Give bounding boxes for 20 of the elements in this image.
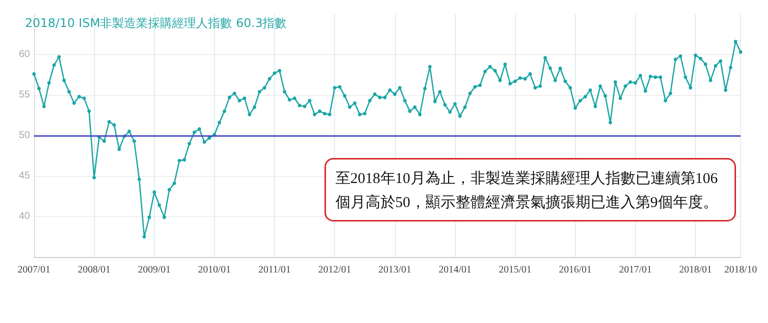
y-tick-label: 60 (18, 49, 30, 60)
x-tick-label: 2011/01 (258, 264, 291, 276)
x-tick-label: 2018/10 (724, 264, 757, 276)
x-tick-label: 2010/01 (198, 264, 231, 276)
y-tick-label: 40 (18, 211, 30, 222)
x-tick-label: 2013/01 (378, 264, 412, 276)
x-tick-label: 2008/01 (78, 264, 111, 276)
x-tick-label: 2016/01 (558, 264, 592, 276)
chart-title: 2018/10 ISM非製造業採購經理人指數 60.3指數 (25, 16, 287, 30)
x-tick-label: 2015/01 (498, 264, 532, 276)
x-tick-label: 2012/01 (318, 264, 352, 276)
y-tick-label: 45 (18, 170, 30, 182)
x-tick-label: 2018/01 (679, 264, 712, 276)
annotation: 至2018年10月為止，非製造業採購經理人指數已連續第106 個月高於50，顯示整體經濟景氣擴張期已進入第9個年度。 (335, 170, 718, 211)
y-tick-label: 50 (18, 130, 30, 141)
y-tick-label: 55 (18, 90, 30, 100)
x-tick-label: 2017/01 (618, 264, 652, 276)
x-tick-label: 2014/01 (438, 264, 472, 276)
x-tick-label: 2007/01 (18, 264, 50, 276)
x-tick-label: 2009/01 (138, 264, 171, 276)
